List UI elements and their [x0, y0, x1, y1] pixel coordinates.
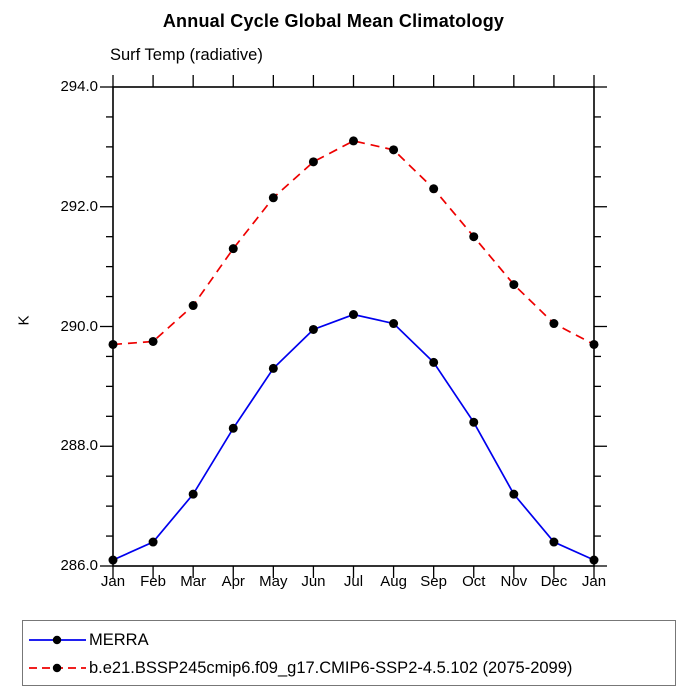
- x-tick-label: Aug: [380, 573, 407, 590]
- legend-marker: [52, 635, 62, 645]
- data-point-marker: [429, 357, 439, 367]
- y-tick-label: 290.0: [60, 317, 98, 335]
- data-point-marker: [389, 319, 399, 329]
- data-point-marker: [268, 193, 278, 203]
- data-point-marker: [549, 319, 559, 329]
- y-tick-label: 286.0: [60, 557, 98, 574]
- x-tick-label: Oct: [462, 573, 486, 590]
- legend-label-model: b.e21.BSSP245cmip6.f09_g17.CMIP6-SSP2-4.…: [89, 658, 573, 677]
- data-point-marker: [228, 244, 238, 254]
- data-point-marker: [108, 555, 118, 565]
- data-point-marker: [148, 537, 158, 547]
- data-point-marker: [148, 336, 158, 346]
- legend-item-model: b.e21.BSSP245cmip6.f09_g17.CMIP6-SSP2-4.…: [29, 654, 675, 682]
- data-point-marker: [308, 324, 318, 334]
- data-point-marker: [509, 489, 519, 499]
- x-tick-label: Nov: [500, 573, 528, 590]
- y-tick-label: 294.0: [60, 78, 98, 95]
- data-point-marker: [268, 363, 278, 373]
- legend-label-merra: MERRA: [89, 630, 149, 649]
- x-tick-label: Jan: [100, 573, 126, 590]
- data-point-marker: [349, 136, 358, 146]
- legend-line-sample-dashed: [29, 663, 86, 673]
- data-point-marker: [188, 301, 198, 311]
- data-point-marker: [349, 310, 358, 320]
- data-point-marker: [469, 417, 479, 427]
- x-tick-label: Apr: [221, 573, 245, 590]
- x-tick-label: May: [259, 573, 288, 590]
- legend: MERRA b.e21.BSSP245cmip6.f09_g17.CMIP6-S…: [22, 620, 676, 686]
- x-tick-label: Jan: [581, 573, 607, 590]
- data-point-marker: [308, 157, 318, 167]
- data-point-marker: [589, 555, 599, 565]
- y-tick-label: 292.0: [60, 197, 98, 215]
- x-tick-label: Dec: [540, 573, 568, 590]
- data-point-marker: [469, 232, 479, 242]
- legend-item-merra: MERRA: [29, 626, 675, 654]
- chart-subtitle: Surf Temp (radiative): [110, 46, 263, 64]
- y-tick-label: 288.0: [60, 437, 98, 455]
- data-point-marker: [188, 489, 198, 499]
- merra-line: [112, 313, 595, 561]
- data-point-marker: [589, 339, 599, 349]
- x-tick-label: Feb: [140, 573, 166, 590]
- legend-line-sample-solid: [29, 635, 86, 645]
- data-point-marker: [509, 280, 519, 290]
- x-tick-label: Jul: [343, 573, 364, 590]
- x-tick-label: Sep: [420, 573, 447, 590]
- chart-title: Annual Cycle Global Mean Climatology: [162, 11, 505, 31]
- data-point-marker: [108, 339, 118, 349]
- data-point-marker: [549, 537, 559, 547]
- legend-marker: [52, 663, 62, 673]
- plot-frame: [112, 86, 595, 567]
- x-tick-label: Jun: [301, 573, 326, 590]
- x-tick-label: Mar: [180, 573, 207, 590]
- data-point-marker: [429, 184, 439, 194]
- data-point-marker: [389, 145, 399, 155]
- data-point-marker: [228, 423, 238, 433]
